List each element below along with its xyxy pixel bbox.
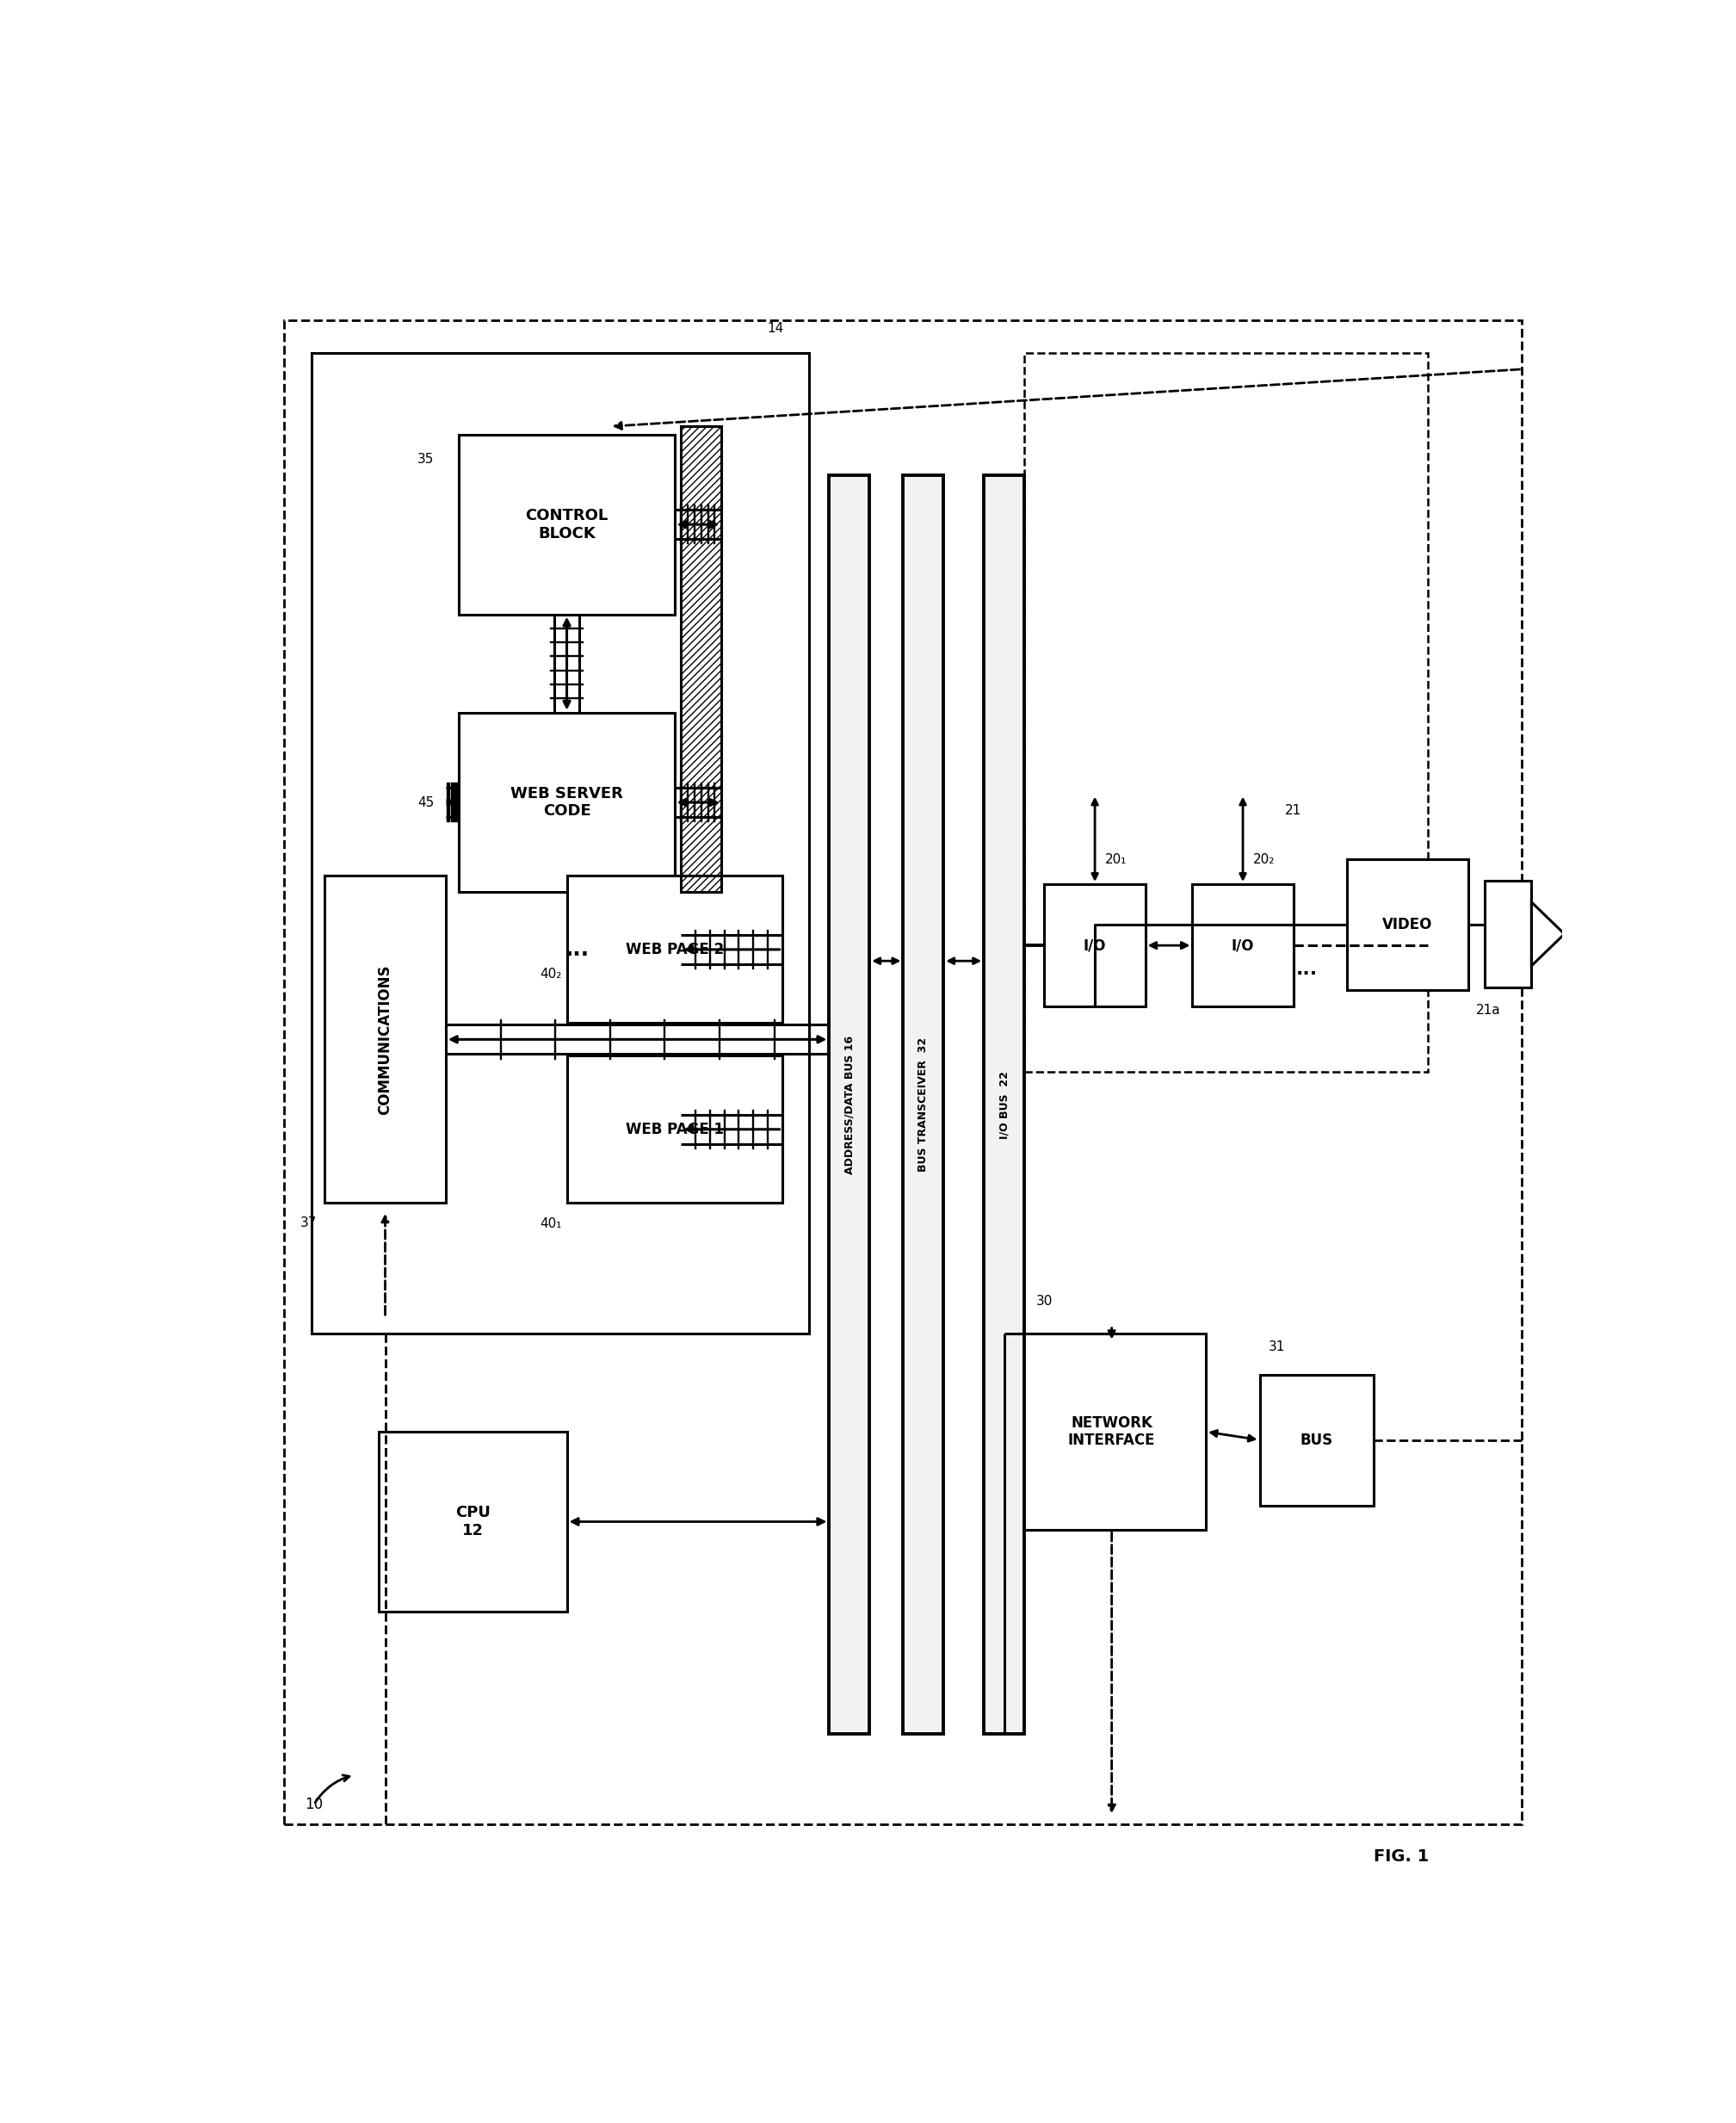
Text: 45: 45 (417, 796, 434, 809)
Text: 37: 37 (300, 1216, 318, 1229)
Text: 40₁: 40₁ (540, 1219, 561, 1231)
Text: FIG. 1: FIG. 1 (1373, 1849, 1429, 1864)
Text: 14: 14 (767, 323, 783, 335)
Text: 35: 35 (417, 452, 434, 465)
FancyBboxPatch shape (378, 1431, 566, 1611)
Text: 20₂: 20₂ (1253, 853, 1274, 866)
Text: 30: 30 (1036, 1295, 1052, 1308)
FancyBboxPatch shape (830, 476, 870, 1734)
FancyBboxPatch shape (1193, 883, 1293, 1006)
Text: I/O: I/O (1231, 938, 1255, 953)
Text: BUS TRANSCEIVER  32: BUS TRANSCEIVER 32 (918, 1038, 929, 1172)
Text: ADDRESS/DATA BUS 16: ADDRESS/DATA BUS 16 (844, 1036, 854, 1174)
FancyBboxPatch shape (984, 476, 1024, 1734)
Text: 40₂: 40₂ (540, 968, 561, 981)
Text: WEB PAGE 1: WEB PAGE 1 (625, 1121, 724, 1138)
Text: 21a: 21a (1476, 1004, 1500, 1017)
FancyBboxPatch shape (458, 713, 674, 892)
Text: I/O: I/O (1083, 938, 1106, 953)
Text: ...: ... (1297, 960, 1318, 979)
Text: CPU
12: CPU 12 (455, 1505, 490, 1539)
Text: WEB PAGE 2: WEB PAGE 2 (625, 943, 724, 957)
Text: 10: 10 (306, 1796, 323, 1813)
Text: 20₁: 20₁ (1104, 853, 1127, 866)
Text: CONTROL
BLOCK: CONTROL BLOCK (526, 507, 608, 541)
FancyBboxPatch shape (903, 476, 944, 1734)
FancyBboxPatch shape (1017, 1333, 1207, 1531)
FancyBboxPatch shape (1260, 1374, 1375, 1505)
FancyBboxPatch shape (566, 1055, 781, 1204)
FancyBboxPatch shape (1045, 883, 1146, 1006)
FancyBboxPatch shape (458, 435, 674, 614)
Text: ...: ... (566, 938, 590, 960)
Text: NETWORK
INTERFACE: NETWORK INTERFACE (1068, 1416, 1156, 1448)
Text: 21: 21 (1285, 805, 1302, 817)
Text: I/O BUS  22: I/O BUS 22 (998, 1070, 1010, 1138)
Text: 31: 31 (1269, 1340, 1286, 1352)
Text: BUS: BUS (1300, 1433, 1333, 1448)
Text: VIDEO: VIDEO (1382, 917, 1432, 932)
FancyBboxPatch shape (566, 877, 781, 1023)
Text: WEB SERVER
CODE: WEB SERVER CODE (510, 786, 623, 819)
FancyBboxPatch shape (1484, 881, 1531, 987)
FancyBboxPatch shape (325, 877, 446, 1204)
FancyBboxPatch shape (1347, 860, 1469, 989)
Text: COMMUNICATIONS: COMMUNICATIONS (377, 964, 392, 1115)
